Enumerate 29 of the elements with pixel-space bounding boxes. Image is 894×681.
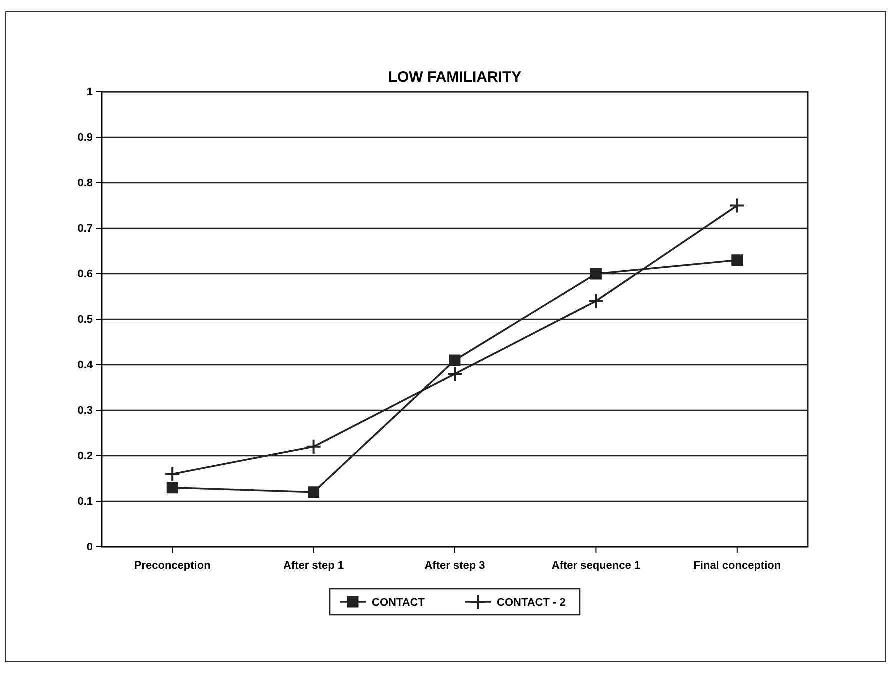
- point: [588, 293, 604, 310]
- x-tick-label: After step 3: [424, 560, 486, 572]
- x-tick-label: After step 1: [284, 560, 344, 572]
- chart-title: LOW FAMILIARITY: [388, 69, 522, 86]
- y-tick-label: 0.9: [78, 132, 93, 144]
- x-tick-label: Preconception: [134, 560, 212, 572]
- y-tick-label: 1: [86, 86, 93, 99]
- x-tick-label: After sequence 1: [552, 560, 641, 572]
- y-tick-label: 0.3: [78, 405, 93, 418]
- point: [166, 482, 178, 494]
- point: [449, 354, 461, 366]
- y-tick-label: 0.7: [78, 223, 93, 236]
- y-tick-label: 0.1: [78, 496, 93, 508]
- point: [729, 198, 746, 214]
- legend-label: CONTACT: [372, 597, 426, 609]
- y-tick-label: 0.6: [78, 268, 93, 281]
- point: [164, 466, 181, 482]
- point: [308, 486, 320, 498]
- y-tick-label: 0.4: [78, 360, 94, 372]
- point: [306, 438, 322, 455]
- x-tick-label: Final conception: [694, 560, 782, 572]
- point: [732, 254, 744, 266]
- y-tick-label: 0.5: [78, 314, 93, 326]
- point: [447, 366, 463, 382]
- y-tick-label: 0.8: [78, 178, 93, 190]
- y-tick-label: 0.2: [78, 450, 93, 463]
- y-tick-label: 0: [86, 542, 93, 554]
- point: [590, 268, 602, 280]
- legend-label: CONTACT - 2: [497, 597, 566, 609]
